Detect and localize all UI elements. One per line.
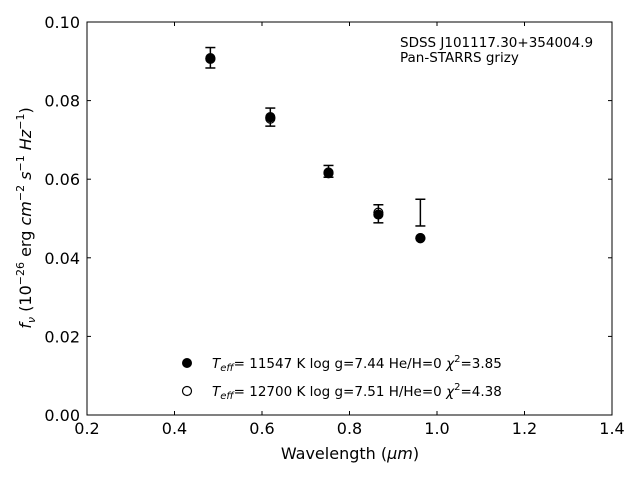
legend-entry-2: Teff= 12700 K log g=7.51 H/He=0 χ2=4.38 (212, 382, 502, 402)
model-point-open (205, 53, 216, 64)
y-axis: 0.00 0.02 0.04 0.06 0.08 0.10 (44, 13, 612, 425)
legend-marker-filled (182, 358, 192, 368)
x-axis: 0.2 0.4 0.6 0.8 1.0 1.2 1.4 (74, 22, 625, 438)
model-point-filled (373, 209, 384, 220)
legend: Teff= 11547 K log g=7.44 He/H=0 χ2=3.85 … (181, 354, 502, 402)
x-tick-label: 0.2 (74, 419, 99, 438)
y-tick-label: 0.00 (44, 406, 80, 425)
y-axis-title: fν (10−26 erg cm−2 s−1 Hz−1) (14, 107, 38, 328)
model-point-open (265, 113, 276, 124)
x-tick-label: 1.2 (512, 419, 537, 438)
y-tick-label: 0.04 (44, 249, 80, 268)
annotation-line-2: Pan-STARRS grizy (400, 50, 519, 66)
x-axis-title: Wavelength (μm) (281, 444, 419, 463)
legend-marker-open (181, 385, 193, 397)
x-tick-label: 0.6 (249, 419, 274, 438)
annotation-line-1: SDSS J101117.30+354004.9 (400, 35, 593, 51)
y-tick-label: 0.08 (44, 92, 80, 111)
x-tick-label: 1.4 (599, 419, 624, 438)
error-bar (415, 198, 426, 227)
error-bars (205, 46, 426, 227)
x-tick-label: 0.8 (337, 419, 362, 438)
y-tick-label: 0.06 (44, 170, 80, 189)
y-tick-label: 0.02 (44, 327, 80, 346)
legend-entry-1: Teff= 11547 K log g=7.44 He/H=0 χ2=3.85 (212, 354, 502, 374)
model-point-open (415, 233, 426, 244)
model-point-open (323, 168, 334, 179)
x-tick-label: 0.4 (162, 419, 187, 438)
y-tick-label: 0.10 (44, 13, 80, 32)
data-points (205, 53, 426, 244)
model-point-open (373, 207, 384, 218)
x-tick-label: 1.0 (424, 419, 449, 438)
